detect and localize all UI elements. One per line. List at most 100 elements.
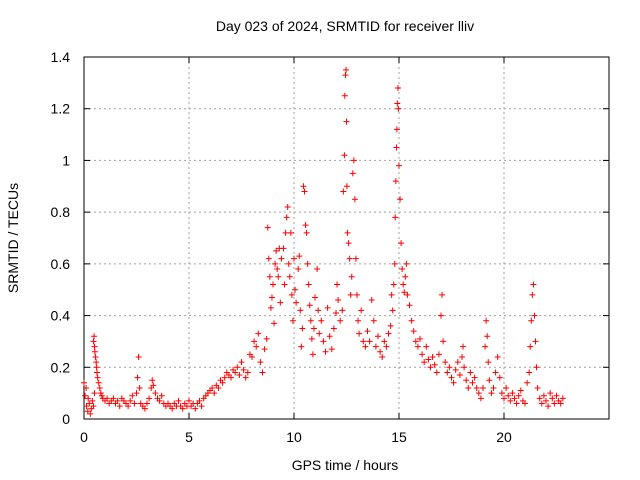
data-point <box>419 351 426 358</box>
data-point <box>315 307 322 314</box>
data-point <box>337 317 344 324</box>
data-point <box>461 364 468 371</box>
data-point <box>304 260 311 267</box>
data-point <box>391 260 398 267</box>
data-point <box>238 359 245 366</box>
data-point <box>549 395 556 402</box>
data-point <box>277 299 284 306</box>
data-point <box>287 229 294 236</box>
data-point <box>271 320 278 327</box>
data-point <box>406 302 413 309</box>
data-point <box>322 348 329 355</box>
data-point <box>385 330 392 337</box>
data-point <box>427 364 434 371</box>
data-point <box>540 392 547 399</box>
data-point <box>236 372 243 379</box>
x-axis-ticks: 0 5 10 15 20 <box>80 57 512 445</box>
data-point <box>307 317 314 324</box>
data-point <box>253 343 260 350</box>
data-point <box>232 369 239 376</box>
data-point <box>179 405 186 412</box>
data-point <box>198 403 205 410</box>
data-point <box>91 390 98 397</box>
data-point <box>280 245 287 252</box>
data-point <box>306 302 313 309</box>
data-point <box>467 369 474 376</box>
data-point <box>448 374 455 381</box>
data-point <box>328 346 335 353</box>
data-point <box>362 343 369 350</box>
data-point <box>293 299 300 306</box>
data-point <box>349 170 356 177</box>
data-point <box>127 397 134 404</box>
data-point <box>255 330 262 337</box>
data-point <box>136 384 143 391</box>
data-point <box>326 333 333 340</box>
data-point <box>533 364 540 371</box>
data-point <box>341 152 348 159</box>
data-point <box>90 338 97 345</box>
data-point <box>308 335 315 342</box>
data-point <box>522 400 528 407</box>
data-point <box>309 351 316 358</box>
data-point <box>531 312 538 319</box>
data-point <box>266 273 273 280</box>
data-point <box>169 405 176 412</box>
data-point <box>342 72 349 79</box>
data-point <box>340 188 347 195</box>
data-point <box>92 353 99 360</box>
data-point <box>396 162 402 169</box>
data-point <box>352 255 359 262</box>
x-tick-label: 20 <box>496 429 512 445</box>
data-point <box>98 392 105 399</box>
data-point <box>343 66 350 73</box>
data-point <box>82 392 89 399</box>
data-point <box>296 253 303 260</box>
data-point <box>370 317 377 324</box>
data-point <box>95 379 102 386</box>
data-point <box>429 353 436 360</box>
data-point <box>511 395 518 402</box>
data-point <box>125 403 132 410</box>
data-point <box>507 397 514 404</box>
data-point <box>366 338 373 345</box>
data-point <box>348 273 355 280</box>
data-point <box>513 400 520 407</box>
data-point <box>393 144 400 151</box>
data-point <box>334 281 341 288</box>
data-point <box>503 384 510 391</box>
y-tick-label: 0.2 <box>51 359 71 375</box>
data-point <box>110 395 117 402</box>
data-point <box>312 294 318 301</box>
data-point <box>86 400 93 407</box>
data-point <box>403 260 410 267</box>
data-point <box>298 343 305 350</box>
data-point <box>530 281 537 288</box>
data-point <box>392 214 399 221</box>
data-point <box>480 384 486 391</box>
data-point <box>267 304 274 311</box>
data-point <box>263 335 270 342</box>
y-axis-label: SRMTID / TECUs <box>5 183 21 293</box>
data-point <box>364 328 371 335</box>
data-point <box>423 343 430 350</box>
data-point <box>355 317 362 324</box>
data-point <box>440 338 447 345</box>
x-tick-label: 5 <box>185 429 193 445</box>
data-point <box>392 178 399 185</box>
y-tick-label: 0.4 <box>51 308 71 324</box>
data-point <box>324 304 331 311</box>
data-point <box>150 382 157 389</box>
data-point <box>379 353 386 360</box>
data-point <box>347 291 354 298</box>
plot-area-frame <box>83 56 610 420</box>
data-point <box>295 266 302 273</box>
data-point <box>310 325 317 332</box>
data-point <box>240 366 247 373</box>
data-point <box>275 273 282 280</box>
data-point <box>494 353 501 360</box>
data-point <box>343 118 350 125</box>
data-point <box>249 353 255 360</box>
data-point <box>81 379 87 386</box>
data-point <box>395 105 402 112</box>
